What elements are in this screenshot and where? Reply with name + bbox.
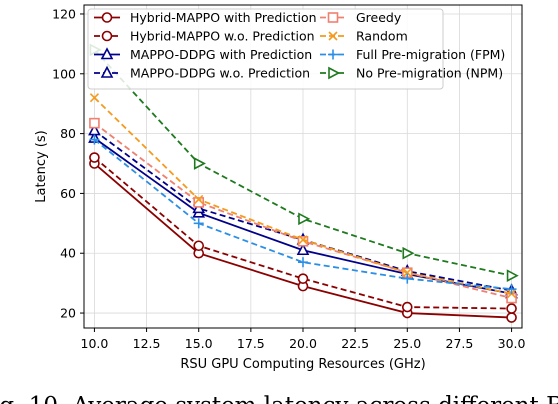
figure-caption: ig. 10. Average system latency across di…: [0, 393, 558, 404]
legend-marker: [327, 12, 339, 23]
data-point: [506, 303, 517, 314]
series-1: [89, 152, 517, 314]
legend-box: [87, 8, 444, 90]
legend-item: Random: [320, 29, 408, 44]
legend-label: MAPPO-DDPG with Prediction: [130, 47, 312, 62]
x-tick-label: 10.0: [81, 336, 109, 351]
data-point: [193, 197, 205, 208]
series-5: [89, 93, 517, 299]
y-axis-label: Latency (s): [34, 130, 49, 202]
x-tick-label: 12.5: [133, 336, 161, 351]
legend-item: Hybrid-MAPPO w.o. Prediction: [94, 29, 315, 44]
legend: Hybrid-MAPPO with Prediction Hybrid-MAPPO…: [87, 8, 505, 90]
x-tick-label: 30.0: [498, 336, 526, 351]
y-tick-label: 120: [52, 6, 76, 21]
data-point: [402, 268, 412, 278]
data-point: [89, 93, 99, 103]
data-point: [401, 301, 413, 313]
legend-label: Hybrid-MAPPO with Prediction: [130, 10, 317, 25]
legend-item: Full Pre-migration (FPM): [320, 47, 505, 62]
data-point: [506, 312, 517, 323]
data-point: [89, 134, 100, 145]
legend-item: MAPPO-DDPG with Prediction: [94, 47, 312, 62]
legend-marker: [100, 65, 114, 78]
series-6: [89, 134, 517, 295]
data-point: [506, 284, 517, 295]
data-point: [506, 292, 517, 304]
series-line: [93, 138, 512, 291]
data-point: [193, 240, 205, 252]
legend-marker: [101, 12, 113, 23]
legend-label: Hybrid-MAPPO w.o. Prediction: [130, 29, 315, 44]
legend-label: Full Pre-migration (FPM): [356, 47, 505, 62]
x-tick-label: 25.0: [393, 336, 421, 351]
legend-label: Random: [356, 29, 408, 44]
legend-item: No Pre-migration (NPM): [320, 66, 503, 81]
y-tick-label: 60: [60, 186, 76, 201]
data-point: [402, 246, 415, 260]
legend-marker: [328, 66, 341, 80]
ticks: 10.0 12.5 15.0 17.5 20.0 22.5 25.0 27.5 30.0 20 40…: [52, 6, 525, 351]
x-axis-label: RSU GPU Computing Resources (GHz): [180, 357, 425, 372]
legend-item: Greedy: [320, 10, 402, 25]
series-line: [93, 156, 512, 310]
legend-item: MAPPO-DDPG w.o. Prediction: [94, 66, 310, 81]
data-point: [89, 117, 100, 129]
x-tick-label: 15.0: [185, 336, 213, 351]
data-point: [89, 152, 100, 163]
x-tick-label: 27.5: [446, 336, 474, 351]
legend-label: No Pre-migration (NPM): [356, 66, 503, 81]
x-tick-label: 17.5: [237, 336, 265, 351]
x-tick-label: 20.0: [289, 336, 317, 351]
data-point: [506, 269, 519, 282]
y-tick-label: 20: [60, 306, 76, 321]
legend-label: Greedy: [356, 10, 402, 25]
y-tick-label: 80: [60, 126, 76, 141]
legend-label: MAPPO-DDPG w.o. Prediction: [130, 66, 310, 81]
legend-marker: [328, 49, 338, 60]
data-point: [402, 273, 413, 284]
y-tick-label: 40: [60, 246, 76, 261]
data-point: [296, 243, 310, 256]
legend-marker: [101, 30, 113, 42]
y-tick-label: 100: [52, 66, 76, 81]
legend-item: Hybrid-MAPPO with Prediction: [94, 10, 317, 25]
data-point: [298, 235, 308, 245]
series-layer: [88, 43, 519, 323]
data-point: [193, 157, 206, 170]
data-point: [298, 212, 311, 226]
data-point: [298, 257, 308, 268]
data-point: [193, 218, 204, 229]
legend-marker: [328, 31, 338, 41]
legend-marker: [100, 47, 114, 60]
data-point: [297, 273, 309, 284]
x-tick-label: 22.5: [341, 336, 369, 351]
data-point: [194, 194, 204, 204]
